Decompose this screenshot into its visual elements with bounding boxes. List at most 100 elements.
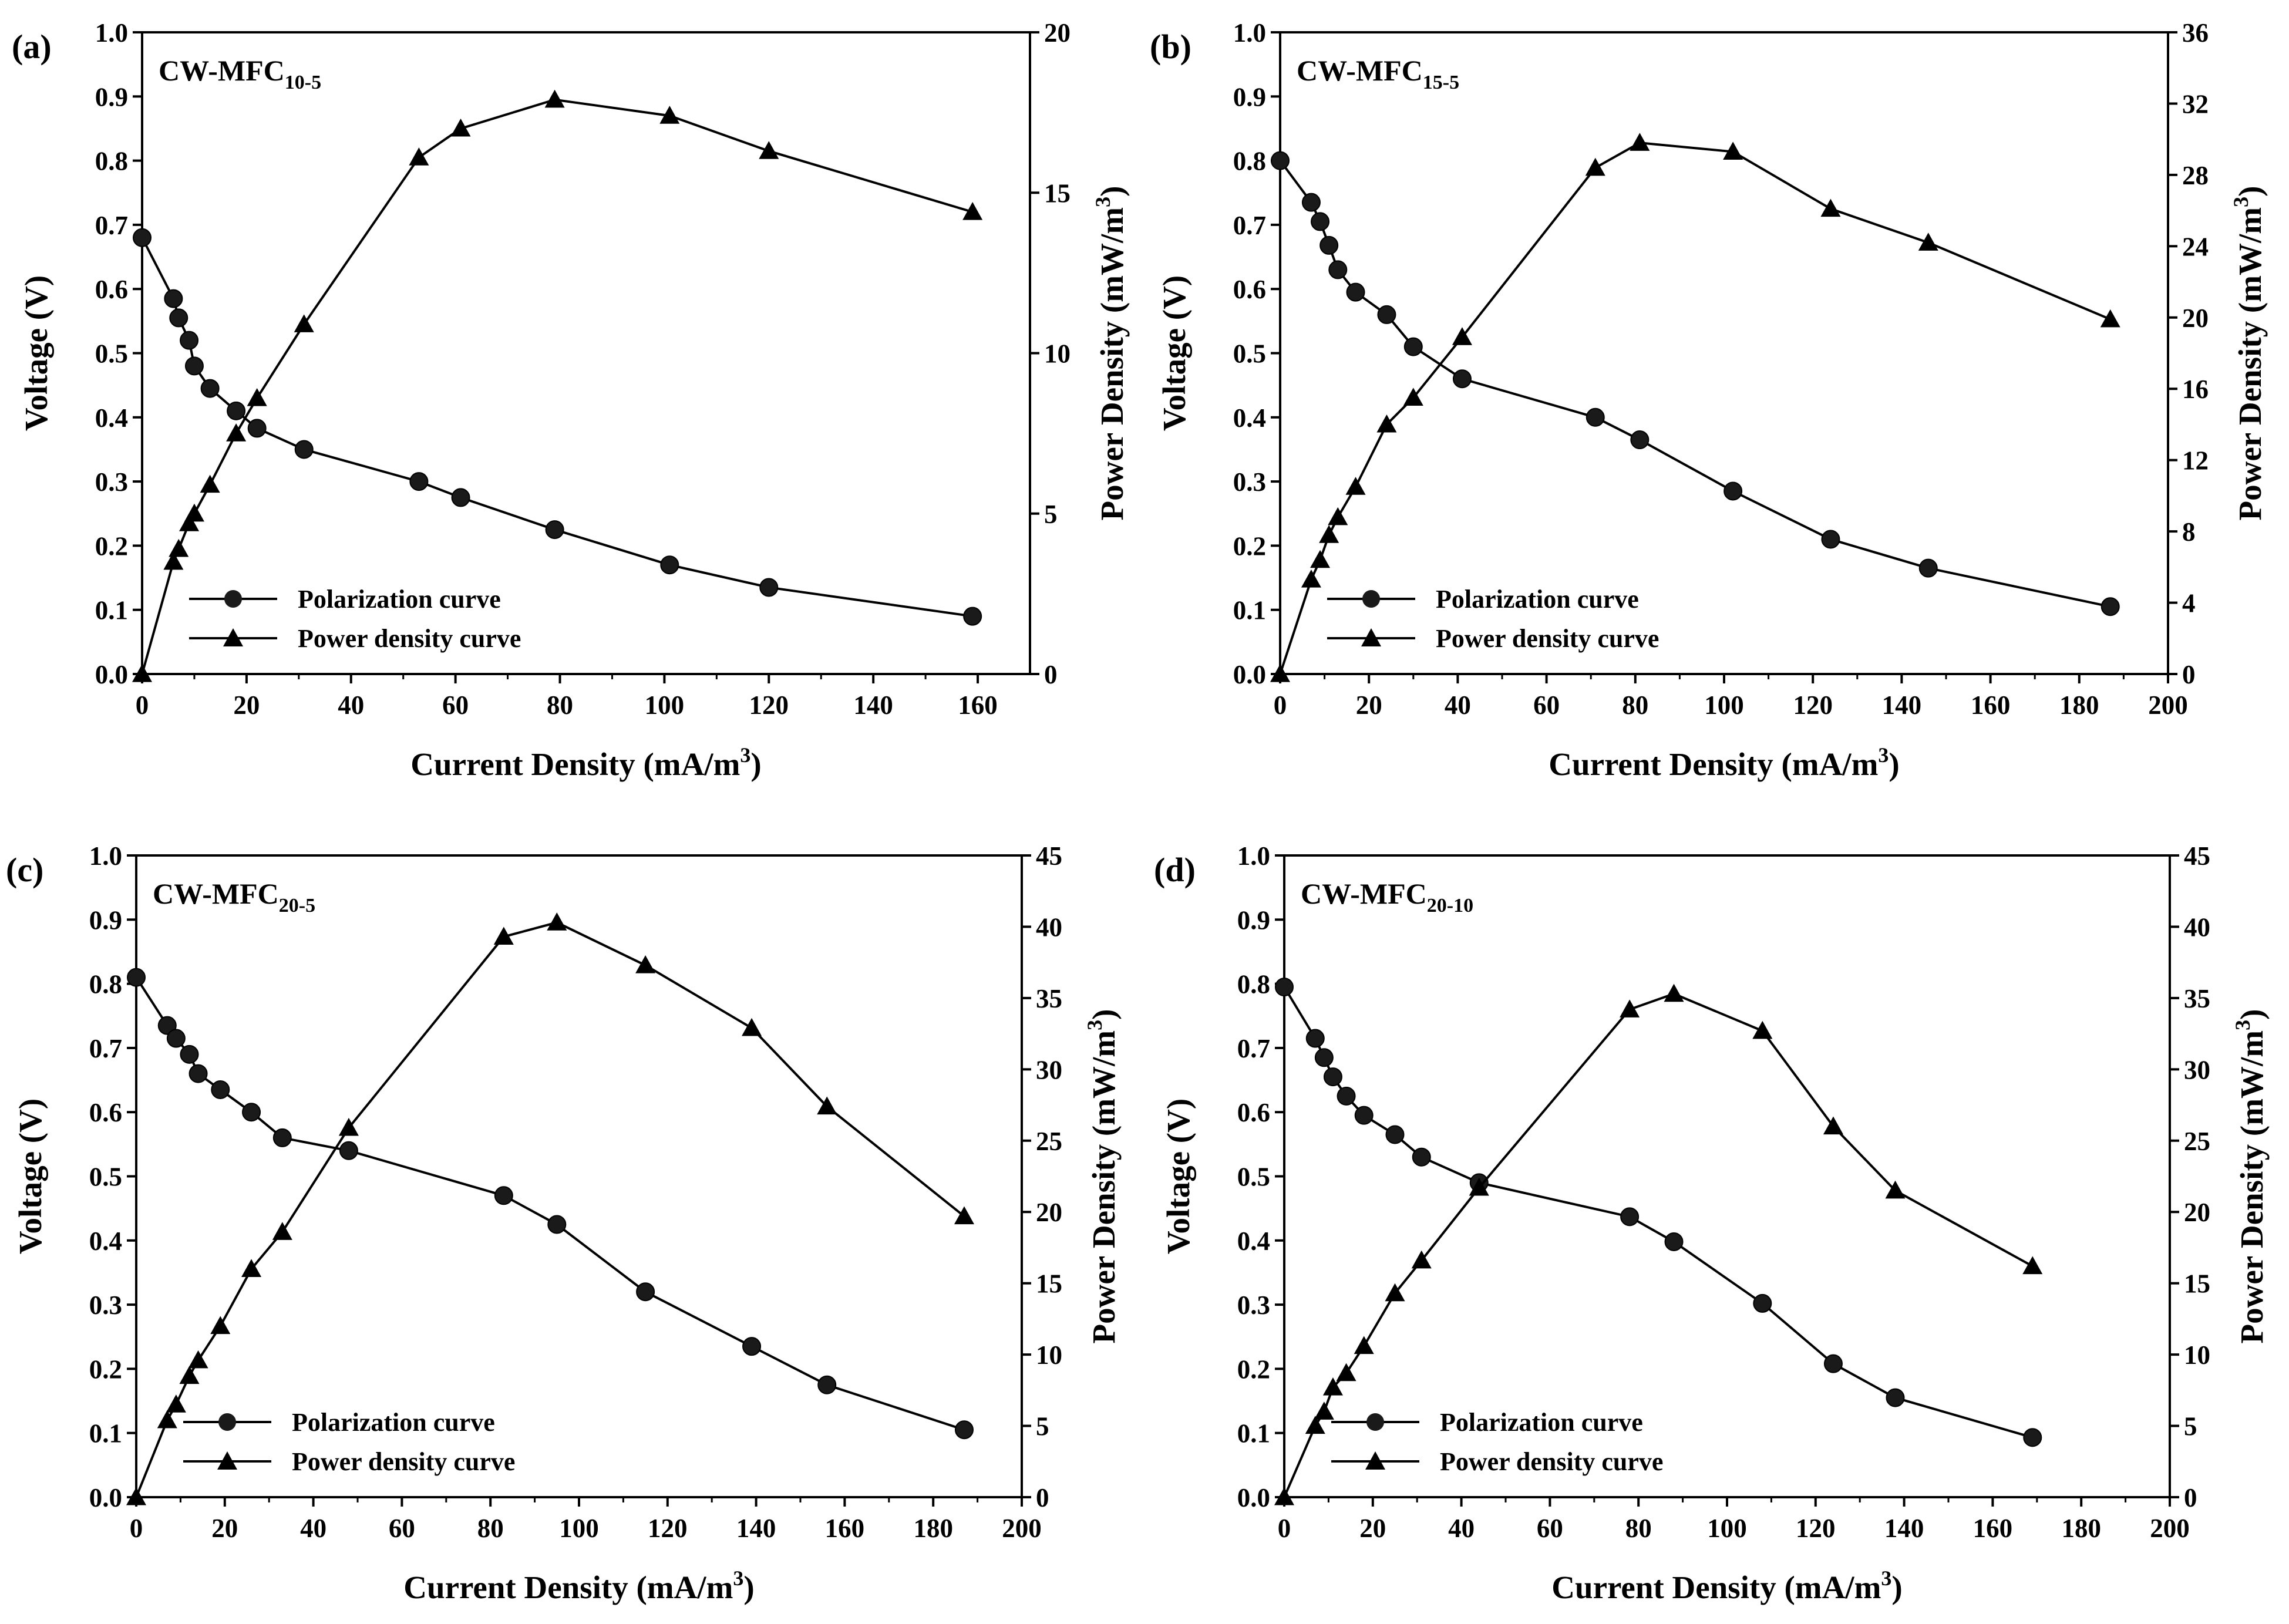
y-left-tick-label: 0.6 <box>95 275 128 304</box>
power-density-point <box>1305 1416 1325 1434</box>
legend-marker-polarization <box>1362 590 1380 608</box>
panel-title-subscript: 20-10 <box>1427 895 1473 917</box>
y-left-tick-label: 0.5 <box>1237 1163 1270 1192</box>
power-density-point <box>1469 1177 1489 1196</box>
polarization-point <box>545 520 564 540</box>
y-right-axis-title-close: ) <box>1086 1009 1122 1020</box>
y-left-tick-label: 0.7 <box>89 1034 122 1063</box>
y-left-axis-title: Voltage (V) <box>1156 275 1192 431</box>
power-density-point <box>1403 388 1423 406</box>
x-tick-label: 20 <box>1356 690 1382 720</box>
y-right-tick-label: 0 <box>2182 660 2196 689</box>
x-tick-label: 0 <box>136 690 149 720</box>
power-density-point <box>1310 550 1331 568</box>
polarization-point <box>1323 1067 1342 1087</box>
chart-panel-c: 0 20 40 60 80 100 120 140 160 180 2000.00.10.20.30… <box>6 841 1122 1605</box>
x-tick-label: 180 <box>913 1514 953 1543</box>
y-left-tick-label: 0.3 <box>95 467 128 497</box>
x-tick-label: 140 <box>736 1514 776 1543</box>
y-right-tick-label: 30 <box>1036 1055 1062 1084</box>
x-tick-label: 200 <box>2148 690 2188 720</box>
power-density-point <box>547 912 567 931</box>
plot-frame <box>135 854 1023 1498</box>
polarization-point <box>157 1016 177 1035</box>
power-density-point <box>1354 1336 1374 1355</box>
power-density-point <box>1385 1283 1405 1302</box>
legend: Polarization curve Power density curve <box>1327 585 1659 653</box>
y-right-tick-label: 16 <box>2182 375 2209 404</box>
power-density-point <box>1452 327 1472 345</box>
polarization-point <box>1305 1029 1325 1048</box>
y-right-tick-label: 32 <box>2182 89 2209 119</box>
y-right-tick-label: 28 <box>2182 161 2209 190</box>
x-tick-label: 100 <box>645 690 685 720</box>
polarization-point <box>660 555 679 575</box>
polarization-point <box>1377 305 1396 324</box>
power-density-point <box>1885 1180 1906 1199</box>
polarization-point <box>759 578 779 597</box>
panel-title: CW-MFC10-5 <box>159 54 321 93</box>
power-density-point <box>450 118 471 137</box>
polarization-point <box>1821 530 1840 549</box>
power-density-point <box>241 1259 262 1277</box>
x-tick-label: 120 <box>648 1514 688 1543</box>
polarization-point <box>1753 1293 1772 1313</box>
power-density-point <box>962 202 983 220</box>
power-density-point <box>2100 309 2120 328</box>
y-left-tick-label: 0.8 <box>1237 970 1270 999</box>
polarization-point <box>451 488 470 507</box>
polarization-curve-line <box>1283 986 2033 1439</box>
power-density-point <box>169 538 189 557</box>
polarization-point <box>211 1080 230 1099</box>
polarization-point <box>1918 558 1938 578</box>
plot-frame <box>1283 854 2171 1498</box>
y-left-tick-label: 0.1 <box>89 1419 122 1448</box>
polarization-point <box>164 289 183 308</box>
y-left-tick-label: 0.1 <box>1233 596 1266 625</box>
power-density-point <box>1301 570 1321 588</box>
x-tick-label: 180 <box>2061 1514 2101 1543</box>
polarization-point <box>1452 369 1472 389</box>
power-density-point <box>226 423 247 442</box>
y-left-tick-label: 0.8 <box>95 147 128 176</box>
legend-label-power: Power density curve <box>1436 624 1659 653</box>
polarization-point <box>1271 151 1290 170</box>
polarization-point <box>1886 1388 1905 1407</box>
y-right-tick-label: 36 <box>2182 18 2209 48</box>
polarization-point <box>180 1045 199 1064</box>
polarization-curve-line <box>1279 160 2111 608</box>
legend-label-polarization: Polarization curve <box>292 1408 495 1437</box>
legend: Polarization curve Power density curve <box>183 1408 515 1476</box>
polarization-point <box>133 228 152 247</box>
power-density-point <box>163 551 184 570</box>
y-right-tick-label: 20 <box>2182 304 2209 333</box>
polarization-point <box>169 308 188 328</box>
x-tick-label: 160 <box>825 1514 865 1543</box>
y-right-tick-label: 20 <box>1036 1198 1062 1227</box>
x-tick-label: 160 <box>1973 1514 2013 1543</box>
polarization-point <box>1337 1086 1356 1106</box>
power-density-point <box>132 664 152 682</box>
legend-label-power: Power density curve <box>1440 1447 1663 1476</box>
x-tick-label: 20 <box>233 690 260 720</box>
y-left-tick-label: 0.6 <box>1237 1098 1270 1127</box>
y-left-tick-label: 0.4 <box>1237 1227 1270 1256</box>
x-axis-title: Current Density (mA/m3) <box>1551 1566 1902 1605</box>
polarization-point <box>1724 481 1743 501</box>
panel-label: (b) <box>1150 28 1191 66</box>
polarization-point <box>1403 337 1423 356</box>
x-tick-label: 120 <box>749 690 789 720</box>
polarization-point <box>1328 260 1348 279</box>
y-right-tick-label: 15 <box>1036 1269 1062 1299</box>
power-density-point <box>544 89 565 108</box>
x-tick-label: 0 <box>1278 1514 1291 1543</box>
power-density-point <box>742 1017 762 1036</box>
power-density-point <box>1918 233 1938 251</box>
chart-panel-d: 0 20 40 60 80 100 120 140 160 180 2000.00.10.20.30… <box>1154 841 2270 1605</box>
legend-label-power: Power density curve <box>292 1447 515 1476</box>
power-density-point <box>1723 141 1743 160</box>
y-left-tick-label: 0.5 <box>95 339 128 369</box>
y-left-axis-title: Voltage (V) <box>12 1099 48 1254</box>
power-density-point <box>954 1206 974 1225</box>
